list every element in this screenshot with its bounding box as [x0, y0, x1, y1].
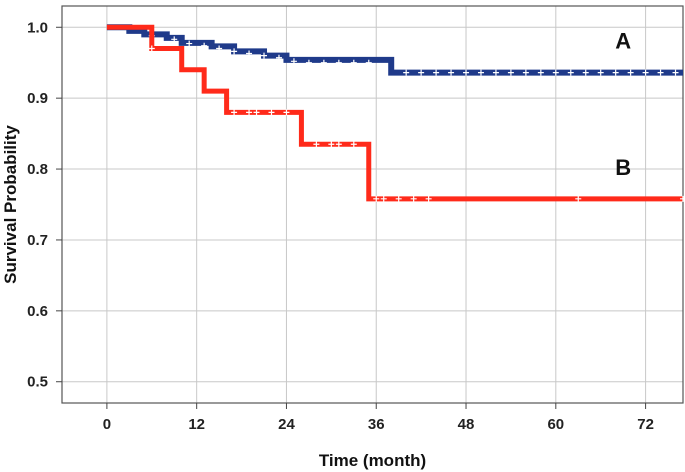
censor-mark	[463, 69, 470, 76]
censor-mark	[612, 69, 619, 76]
censor-mark	[575, 195, 582, 202]
censor-mark	[261, 52, 268, 59]
x-tick-label: 24	[278, 416, 295, 433]
censor-mark	[642, 69, 649, 76]
x-tick-label: 60	[547, 416, 564, 433]
survival-curve-a	[106, 24, 683, 76]
axes	[56, 5, 684, 409]
y-tick-label: 0.8	[27, 161, 48, 178]
censor-mark	[283, 109, 290, 116]
censor-mark	[216, 45, 223, 52]
censor-mark	[582, 69, 589, 76]
x-tick-label: 0	[103, 416, 111, 433]
censor-mark	[672, 69, 679, 76]
y-tick-label: 0.9	[27, 90, 48, 107]
censor-mark	[492, 69, 499, 76]
plot-frame	[61, 5, 684, 404]
series-annotations: AB	[615, 29, 631, 180]
censor-mark	[552, 69, 559, 76]
censor-mark	[275, 54, 282, 61]
tick-labels: 0 12 24 36 48 60 72 0.5 0.6 0.7 0.8 0.9 1.0	[27, 19, 654, 433]
censor-mark	[290, 58, 297, 65]
censor-mark	[365, 59, 372, 66]
censor-mark	[433, 69, 440, 76]
censor-mark	[268, 109, 275, 116]
x-tick-label: 36	[368, 416, 385, 433]
censor-mark	[522, 69, 529, 76]
y-tick-label: 0.6	[27, 303, 48, 320]
x-axis-title: Time (month)	[319, 451, 426, 470]
censor-mark	[537, 69, 544, 76]
survival-curve-b	[106, 24, 683, 202]
censor-mark	[597, 69, 604, 76]
censor-mark	[627, 69, 634, 76]
series-b	[106, 24, 685, 202]
series-layer	[106, 24, 685, 202]
y-tick-label: 1.0	[27, 19, 48, 36]
x-tick-label: 12	[188, 416, 205, 433]
censor-mark	[186, 40, 193, 47]
grid-lines	[62, 6, 683, 403]
series-a	[106, 24, 683, 76]
y-tick-label: 0.7	[27, 232, 48, 249]
censor-mark	[448, 69, 455, 76]
censor-mark	[380, 195, 387, 202]
censor-mark	[246, 50, 253, 57]
censor-mark	[335, 141, 342, 148]
censor-mark	[395, 195, 402, 202]
censor-mark	[657, 69, 664, 76]
censor-mark	[253, 109, 260, 116]
x-tick-label: 48	[458, 416, 475, 433]
censor-mark	[680, 195, 685, 202]
censor-mark	[201, 42, 208, 49]
censor-mark	[380, 66, 387, 73]
censor-mark	[350, 141, 357, 148]
censor-mark	[425, 195, 432, 202]
censor-mark	[231, 48, 238, 55]
series-label-a: A	[615, 29, 631, 54]
censor-mark	[231, 109, 238, 116]
censor-mark	[313, 141, 320, 148]
censor-mark	[373, 195, 380, 202]
x-tick-label: 72	[637, 416, 654, 433]
y-axis-title: Survival Probability	[1, 125, 20, 284]
censor-mark	[148, 45, 155, 52]
censor-mark	[335, 59, 342, 66]
censor-mark	[507, 69, 514, 76]
censor-mark	[305, 59, 312, 66]
y-tick-label: 0.5	[27, 374, 48, 391]
censor-mark	[410, 195, 417, 202]
censor-mark	[350, 59, 357, 66]
censor-mark	[171, 36, 178, 43]
censor-mark	[418, 69, 425, 76]
censor-mark	[403, 69, 410, 76]
censor-mark	[567, 69, 574, 76]
censor-mark	[320, 59, 327, 66]
series-label-b: B	[615, 155, 631, 180]
censor-mark	[477, 69, 484, 76]
censor-mark	[246, 109, 253, 116]
censor-mark	[328, 141, 335, 148]
